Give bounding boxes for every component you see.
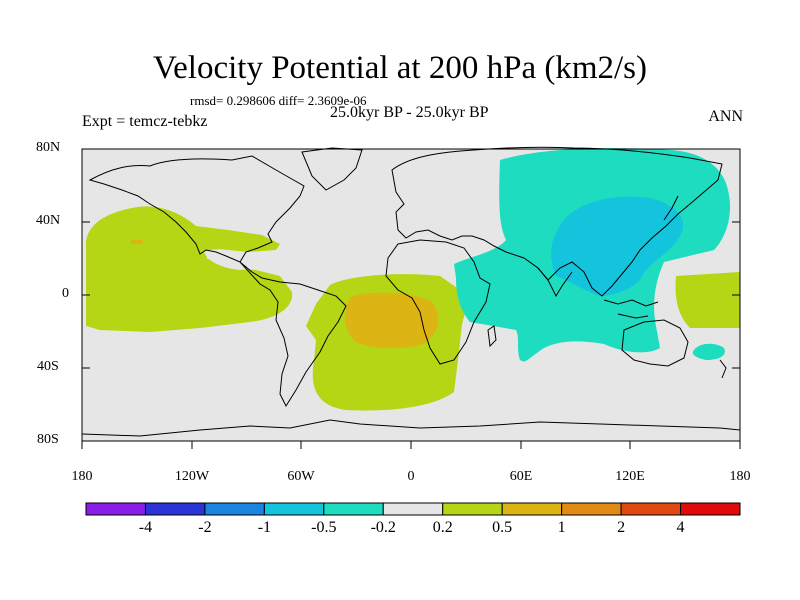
colorbar-box — [620, 502, 682, 516]
plot-title: Velocity Potential at 200 hPa (km2/s) — [152, 50, 648, 86]
lat-label-80s: 80S — [37, 432, 59, 447]
lat-ticks — [82, 148, 740, 442]
colorbar-label: 1 — [557, 519, 566, 536]
period-label: 25.0kyr BP - 25.0kyr BP — [330, 104, 489, 121]
colorbar-label: -2 — [198, 519, 212, 536]
colorbar-label: 2 — [617, 519, 626, 536]
coast-south-america — [239, 261, 347, 408]
positive-field-pacific — [85, 206, 293, 332]
negative-field-patch — [692, 343, 725, 360]
colorbar-label: -1 — [257, 519, 272, 536]
positive-field-atlantic-core — [344, 292, 439, 349]
colorbar-box — [501, 502, 563, 516]
lon-label-0: 0 — [407, 469, 415, 484]
coast-antarctica — [81, 419, 741, 437]
colorbar-label: -0.2 — [370, 519, 396, 536]
colorbar-box — [323, 502, 384, 516]
colorbar-box — [85, 502, 146, 516]
colorbar-label: 4 — [676, 519, 685, 536]
experiment-label: Expt = temcz-tebkz — [82, 113, 208, 130]
colorbar-label: -4 — [138, 519, 153, 536]
coast-greenland — [301, 147, 363, 191]
coast-eurasia — [391, 146, 723, 297]
positive-field-east-edge — [675, 272, 740, 328]
contour-fills — [85, 148, 740, 411]
lon-label-60w: 60W — [287, 469, 315, 484]
lon-label-180e: 180 — [729, 469, 751, 484]
colorbar-box — [204, 502, 265, 516]
rmsd-stats: rmsd= 0.298606 diff= 2.3609e-06 — [190, 93, 367, 108]
coast-madagascar — [487, 325, 497, 348]
coast-australia — [621, 319, 689, 367]
colorbar-box — [144, 502, 206, 516]
coast-africa — [385, 239, 491, 365]
colorbar — [85, 502, 741, 516]
positive-field-blob — [131, 240, 143, 244]
lon-label-120w: 120W — [174, 469, 210, 484]
lon-label-120e: 120E — [615, 469, 645, 484]
coast-japan — [663, 195, 679, 221]
lat-label-80n: 80N — [36, 140, 61, 155]
coast-new-zealand — [719, 359, 727, 379]
coast-india — [537, 267, 573, 298]
lat-label-40n: 40N — [36, 213, 61, 228]
colorbar-box — [561, 502, 622, 516]
coastlines — [81, 146, 741, 437]
lat-label-0: 0 — [62, 286, 69, 301]
colorbar-label: 0.2 — [432, 519, 453, 536]
lon-label-60e: 60E — [509, 469, 533, 484]
colorbar-box — [382, 502, 444, 516]
coast-north-america — [88, 155, 305, 263]
lon-label-180w: 180 — [71, 469, 93, 484]
colorbar-label: 0.5 — [492, 519, 513, 536]
season-label: ANN — [708, 108, 743, 125]
colorbar-box — [680, 502, 741, 516]
colorbar-box — [442, 502, 503, 516]
colorbar-box — [263, 502, 325, 516]
lat-label-40s: 40S — [37, 359, 59, 374]
lon-ticks — [81, 441, 741, 449]
colorbar-label: -0.5 — [311, 519, 337, 536]
negative-field-core — [551, 196, 684, 296]
coast-indonesia — [603, 299, 659, 319]
